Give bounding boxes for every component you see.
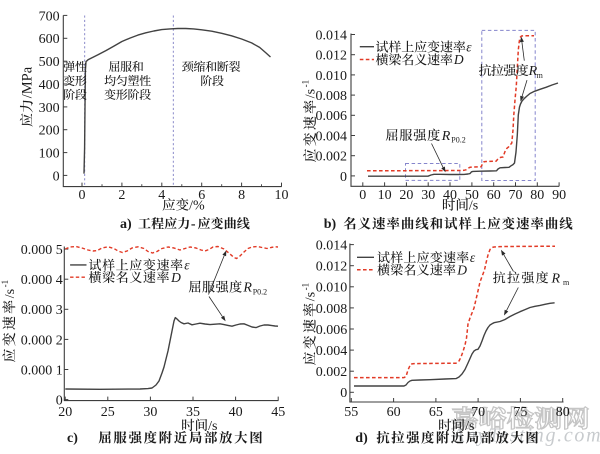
svg-text:0: 0 [79,188,86,203]
svg-text:70: 70 [509,188,523,203]
svg-text:6: 6 [198,188,205,203]
svg-text:75: 75 [513,405,527,420]
svg-text:a): a) [120,217,132,232]
svg-text:R: R [551,271,561,286]
svg-text:/s: /s [3,289,18,298]
svg-text:0.014: 0.014 [316,28,348,43]
svg-text:0.000 1: 0.000 1 [21,363,63,378]
svg-text:0.002: 0.002 [316,365,348,380]
svg-text:55: 55 [344,405,358,420]
svg-text:0.010: 0.010 [316,69,348,84]
svg-text:0: 0 [56,394,63,409]
svg-text:70: 70 [471,405,485,420]
svg-text:2: 2 [118,188,125,203]
svg-text:25: 25 [101,405,115,420]
svg-text:40: 40 [443,188,457,203]
svg-text:400: 400 [39,78,60,93]
svg-text:R: R [242,281,252,296]
svg-text:0.014: 0.014 [316,239,348,254]
svg-text:AnyTesting.com: AnyTesting.com [450,425,600,447]
svg-text:-: - [191,217,196,232]
svg-text:R: R [441,129,451,144]
svg-text:500: 500 [39,55,60,70]
svg-text:200: 200 [39,124,60,139]
svg-text:0: 0 [340,170,347,185]
svg-text:10: 10 [378,188,392,203]
svg-text:65: 65 [429,405,443,420]
svg-text:0.000 3: 0.000 3 [21,303,63,318]
svg-text:D: D [170,270,181,285]
svg-text:0.000 4: 0.000 4 [21,273,63,288]
svg-text:/s: /s [208,419,217,434]
svg-text:d): d) [355,431,368,446]
svg-text:c): c) [67,431,78,446]
svg-text:80: 80 [530,188,544,203]
svg-text:90: 90 [552,188,566,203]
svg-text:20: 20 [58,405,72,420]
svg-text:-1: -1 [0,280,10,288]
svg-text:20: 20 [399,188,413,203]
svg-text:35: 35 [186,405,200,420]
svg-text:m: m [537,71,544,80]
svg-text:300: 300 [39,101,60,116]
svg-text:/s: /s [303,292,318,301]
svg-text:/s: /s [469,199,478,214]
svg-text:80: 80 [556,405,570,420]
svg-text:D: D [456,262,467,277]
svg-text:ε: ε [466,39,472,54]
svg-text:-1: -1 [300,283,310,291]
svg-text:0.000 2: 0.000 2 [21,333,63,348]
svg-text:0.002: 0.002 [316,150,348,165]
svg-text:/s: /s [304,89,319,98]
svg-text:100: 100 [39,147,60,162]
svg-text:0.012: 0.012 [316,260,348,275]
svg-text:R: R [528,64,538,79]
svg-text:0: 0 [340,386,347,401]
svg-text:0.004: 0.004 [316,129,348,144]
svg-text:m: m [563,278,570,287]
svg-text:ε: ε [470,250,476,265]
svg-text:P0.2: P0.2 [451,136,465,145]
svg-text:60: 60 [487,188,501,203]
svg-text:10: 10 [275,188,289,203]
svg-text:45: 45 [271,405,285,420]
svg-text:/MPa: /MPa [20,66,36,98]
svg-text:0.000 5: 0.000 5 [21,243,63,258]
svg-text:8: 8 [238,188,245,203]
svg-text:50: 50 [465,188,479,203]
svg-text:30: 30 [143,405,157,420]
svg-text:0.004: 0.004 [316,344,348,359]
svg-text:b): b) [324,217,337,232]
svg-text:0: 0 [53,169,60,184]
svg-text:600: 600 [39,32,60,47]
svg-text:/s: /s [465,419,474,434]
svg-text:0: 0 [359,188,366,203]
svg-text:0.008: 0.008 [316,89,348,104]
svg-text:40: 40 [229,405,243,420]
svg-text:0.010: 0.010 [316,281,348,296]
svg-text:0.006: 0.006 [316,109,348,124]
svg-text:4: 4 [158,188,165,203]
svg-text:0.008: 0.008 [316,302,348,317]
svg-text:ε: ε [184,258,190,273]
svg-text:30: 30 [421,188,435,203]
svg-text:D: D [453,52,464,67]
svg-text:0.012: 0.012 [316,49,348,64]
svg-text:0.006: 0.006 [316,323,348,338]
svg-text:P0.2: P0.2 [253,288,267,297]
svg-text:-1: -1 [301,80,311,88]
svg-text:700: 700 [39,9,60,24]
svg-text:60: 60 [387,405,401,420]
svg-text:/%: /% [189,199,205,214]
